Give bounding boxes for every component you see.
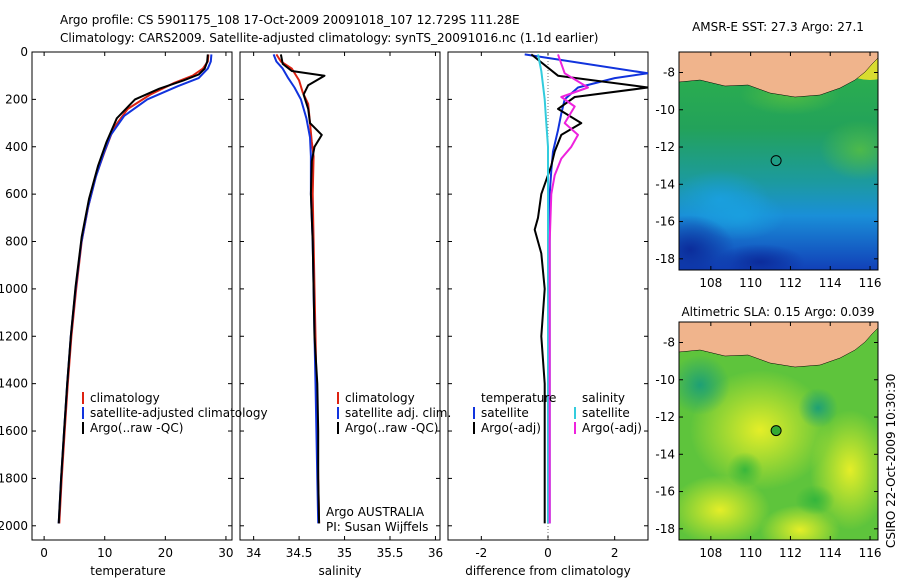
difference-ticks: -2 0 2 [448, 51, 648, 560]
salinity-legend: climatology satellite adj. clim. Argo(..… [337, 391, 451, 435]
sla-argo-marker [770, 425, 782, 437]
temperature-xlabel: temperature [90, 564, 165, 578]
x-tick-label: 36 [428, 546, 443, 560]
y-tick-label: 2000 [0, 519, 28, 533]
legend-temperature-title: temperature [481, 391, 556, 405]
map-x-tick-label: 108 [699, 276, 722, 290]
x-tick-label: 2 [611, 546, 619, 560]
legend-satellite-label: satellite adj. clim. [345, 406, 451, 420]
sla-map-title: Altimetric SLA: 0.15 Argo: 0.039 [681, 305, 874, 319]
map-x-tick-label: 116 [859, 546, 882, 560]
sla-map-axes [678, 321, 879, 541]
legend-temp-argo-label: Argo(-adj) [481, 421, 541, 435]
map-y-tick-label: -16 [655, 485, 675, 499]
y-tick-label: 1400 [0, 377, 28, 391]
temperature-axes [31, 51, 233, 541]
legend-argo-label: Argo(..raw -QC) [90, 421, 183, 435]
salinity-annotation-program: Argo AUSTRALIA [326, 505, 425, 519]
legend-sal-satellite-label: satellite [582, 406, 630, 420]
x-tick-label: 30 [218, 546, 233, 560]
x-tick-label: 0 [544, 546, 552, 560]
salinity-axes [239, 51, 441, 541]
salinity-annotation-pi: PI: Susan Wijffels [326, 520, 428, 534]
map-x-tick-label: 110 [739, 276, 762, 290]
legend-satellite-label: satellite-adjusted climatology [90, 406, 268, 420]
y-tick-label: 800 [5, 235, 28, 249]
y-tick-label: 0 [20, 45, 28, 59]
x-tick-label: 35.5 [377, 546, 404, 560]
series-line-satellite-adjusted-climatology [57, 54, 213, 524]
map-x-tick-label: 116 [859, 276, 882, 290]
sst-map-title: AMSR-E SST: 27.3 Argo: 27.1 [692, 20, 864, 34]
difference-legend: temperature satellite Argo(-adj) salinit… [473, 391, 642, 435]
legend-climatology-label: climatology [345, 391, 415, 405]
map-x-tick-label: 112 [779, 276, 802, 290]
map-x-tick-label: 112 [779, 546, 802, 560]
map-y-tick-label: -14 [655, 177, 675, 191]
series-line-salinity-satellite [537, 54, 549, 524]
series-line-temperature-argo-adj [530, 53, 648, 524]
series-line-climatology [58, 54, 210, 524]
map-x-tick-label: 110 [739, 546, 762, 560]
y-tick-label: 400 [5, 140, 28, 154]
map-x-tick-label: 114 [819, 546, 842, 560]
y-tick-label: 200 [5, 92, 28, 106]
x-tick-label: 34.5 [286, 546, 313, 560]
legend-salinity-title: salinity [582, 391, 625, 405]
y-tick-label: 600 [5, 187, 28, 201]
legend-sal-argo-label: Argo(-adj) [582, 421, 642, 435]
x-tick-label: 10 [97, 546, 112, 560]
legend-temp-satellite-label: satellite [481, 406, 529, 420]
series-line-temperature-satellite [524, 53, 648, 524]
sst-map-field [679, 52, 878, 270]
map-y-tick-label: -18 [655, 522, 675, 536]
series-line-argo-raw-qc [57, 54, 209, 524]
y-tick-label: 1800 [0, 471, 28, 485]
map-y-tick-label: -8 [663, 65, 675, 79]
header-line1: Argo profile: CS 5901175_108 17-Oct-2009… [60, 13, 520, 27]
map-y-tick-label: -10 [655, 373, 675, 387]
x-tick-label: 35 [337, 546, 352, 560]
sla-map-field [679, 322, 878, 540]
map-y-tick-label: -14 [655, 447, 675, 461]
map-y-tick-label: -12 [655, 140, 675, 154]
y-tick-label: 1200 [0, 329, 28, 343]
difference-xlabel: difference from climatology [465, 564, 631, 578]
salinity-xlabel: salinity [318, 564, 361, 578]
legend-argo-label: Argo(..raw -QC) [345, 421, 438, 435]
y-tick-label: 1000 [0, 282, 28, 296]
series-line-salinity-argo-adj [548, 54, 589, 524]
credit-label: CSIRO 22-Oct-2009 10:30:30 [884, 374, 898, 548]
map-y-tick-label: -12 [655, 410, 675, 424]
x-tick-label: 0 [40, 546, 48, 560]
difference-series [524, 53, 648, 524]
sst-argo-marker [770, 155, 782, 167]
map-y-tick-label: -8 [663, 335, 675, 349]
sla-land-mass [679, 322, 878, 368]
header-line2: Climatology: CARS2009. Satellite-adjuste… [60, 31, 598, 45]
x-tick-label: 34 [246, 546, 261, 560]
sst-map-ticks: 108 110 112 114 116 -8 -10 -12 -14 -16 -18 [655, 52, 881, 290]
legend-climatology-label: climatology [90, 391, 160, 405]
temperature-series [57, 54, 213, 524]
map-x-tick-label: 108 [699, 546, 722, 560]
sst-land-mass [679, 52, 878, 98]
salinity-ticks: 34 34.5 35 35.5 36 [240, 51, 443, 560]
map-y-tick-label: -16 [655, 215, 675, 229]
temperature-legend: climatology satellite-adjusted climatolo… [82, 391, 268, 435]
sla-map-ticks: 108 110 112 114 116 -8 -10 -12 -14 -16 -18 [655, 322, 881, 560]
x-tick-label: 20 [158, 546, 173, 560]
y-tick-label: 1600 [0, 424, 28, 438]
salinity-series [272, 53, 326, 524]
series-line-argo-raw-qc [279, 54, 326, 524]
map-x-tick-label: 114 [819, 276, 842, 290]
series-line-satellite-adj-clim [272, 54, 320, 524]
map-y-tick-label: -10 [655, 103, 675, 117]
x-tick-label: -2 [475, 546, 487, 560]
temperature-ticks: 0 10 20 30 0 200 400 600 800 1000 1200 1400 1600 1800… [0, 45, 234, 560]
sst-map-axes [678, 51, 879, 271]
map-y-tick-label: -18 [655, 252, 675, 266]
